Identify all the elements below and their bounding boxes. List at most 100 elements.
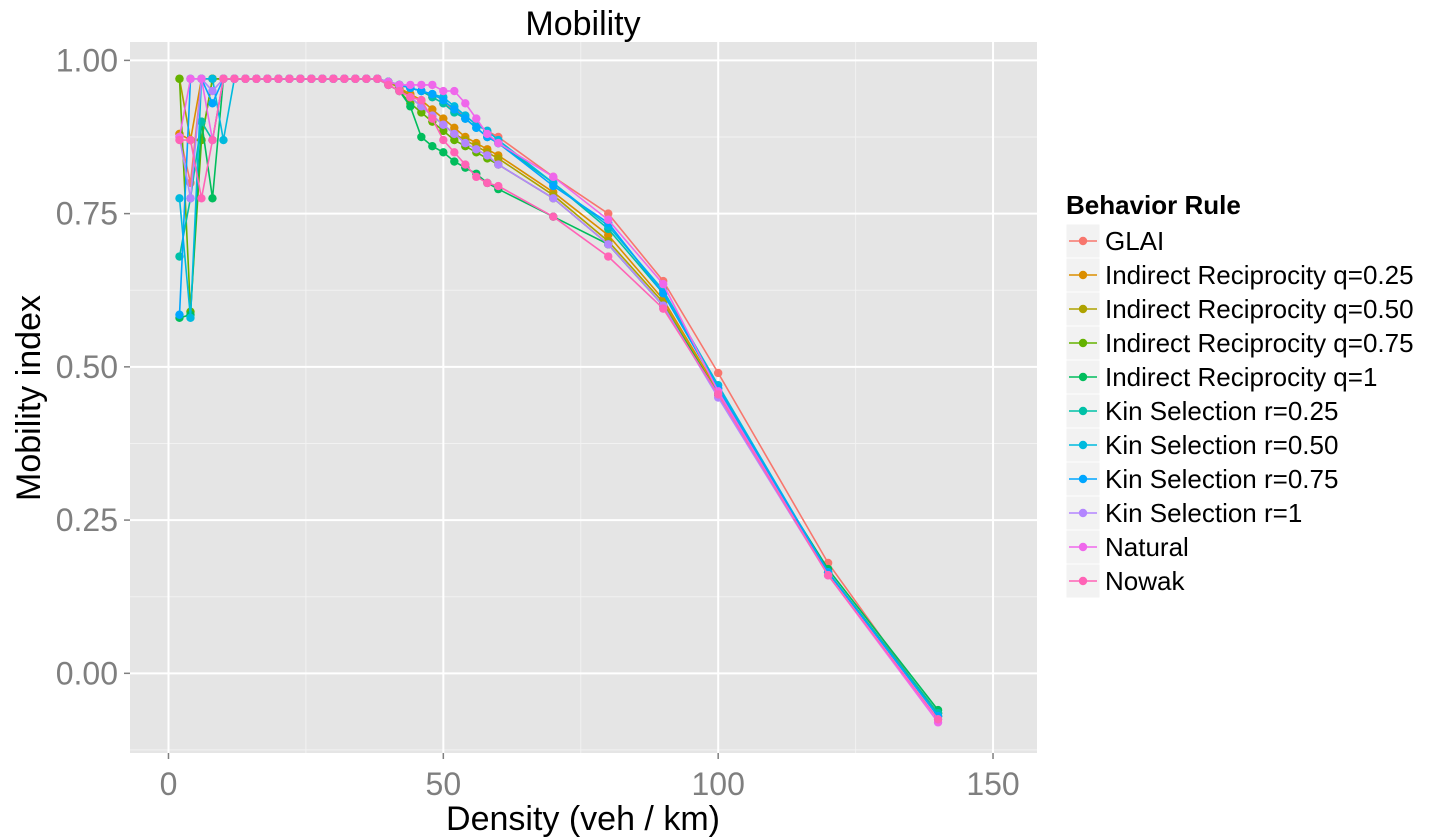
data-point [417, 86, 426, 96]
data-point [439, 114, 448, 123]
data-point [450, 123, 459, 133]
data-point [230, 74, 239, 83]
series-layer [175, 74, 943, 727]
data-point [461, 138, 470, 148]
data-point [549, 212, 558, 221]
legend-key-point [1078, 508, 1088, 518]
data-point [263, 74, 272, 83]
data-point [208, 86, 217, 96]
legend-title: Behavior Rule [1066, 190, 1241, 220]
data-point [208, 135, 217, 145]
legend-key-point [1078, 304, 1088, 314]
legend-key-point [1078, 270, 1088, 280]
data-point [428, 89, 437, 99]
legend-key-point [1078, 372, 1088, 382]
legend-key-point [1078, 338, 1088, 348]
y-tick-label: 0.00 [56, 655, 118, 691]
data-point [318, 74, 327, 83]
data-point [417, 80, 426, 90]
legend-key-point [1078, 542, 1088, 552]
legend-label: Kin Selection r=0.75 [1105, 464, 1338, 494]
data-point [439, 148, 448, 157]
legend-item: Kin Selection r=0.75 [1065, 461, 1338, 497]
legend-item: Natural [1065, 529, 1189, 565]
data-point [208, 74, 217, 83]
data-point [450, 105, 459, 114]
data-point [175, 74, 184, 83]
data-point [428, 105, 437, 114]
data-point [175, 194, 184, 203]
y-axis-label: Mobility index [10, 295, 48, 501]
data-point [417, 96, 426, 105]
data-point [439, 135, 448, 145]
data-point [439, 86, 448, 96]
x-tick-label: 150 [966, 766, 1019, 802]
legend-key-point [1078, 236, 1088, 246]
data-point [549, 194, 558, 203]
data-point [472, 114, 481, 123]
data-point [373, 74, 382, 83]
data-point [417, 132, 426, 142]
data-point [428, 80, 437, 90]
x-axis-ticks: 0 50 100 150 [160, 753, 1020, 802]
data-point [439, 126, 448, 136]
y-axis-ticks: 0.00 0.25 0.50 0.75 1.00 [56, 42, 130, 691]
legend-item: Kin Selection r=0.25 [1065, 393, 1338, 429]
legend-item: Nowak [1065, 563, 1185, 599]
data-point [285, 74, 294, 83]
legend-item: Indirect Reciprocity q=0.50 [1065, 291, 1414, 327]
x-tick-label: 0 [160, 766, 178, 802]
data-point [450, 157, 459, 166]
data-point [340, 74, 349, 83]
data-point [362, 74, 371, 83]
data-point [406, 102, 415, 111]
legend-label: Indirect Reciprocity q=0.75 [1105, 328, 1414, 358]
legend-key-point [1078, 440, 1088, 450]
data-point [175, 310, 184, 319]
data-point [549, 172, 558, 182]
data-point [219, 135, 228, 145]
data-point [604, 230, 613, 240]
data-point [483, 178, 492, 188]
legend-item: GLAI [1065, 223, 1164, 259]
grid-minor [130, 42, 1037, 753]
data-point [450, 86, 459, 96]
data-point [494, 181, 503, 191]
data-point [274, 74, 283, 83]
data-point [296, 74, 305, 83]
series-10 [175, 74, 943, 724]
data-point [494, 154, 503, 163]
legend-item: Kin Selection r=0.50 [1065, 427, 1338, 463]
data-point [186, 74, 195, 83]
legend-key-point [1078, 474, 1088, 484]
data-point [395, 80, 404, 90]
y-tick-label: 0.50 [56, 349, 118, 385]
data-point [439, 96, 448, 105]
y-tick-label: 0.75 [56, 196, 118, 232]
legend-label: Kin Selection r=0.25 [1105, 396, 1338, 426]
legend-key-point [1078, 406, 1088, 416]
data-point [450, 129, 459, 139]
data-point [406, 80, 415, 90]
legend-label: GLAI [1105, 226, 1164, 256]
data-point [197, 194, 206, 203]
data-point [461, 99, 470, 108]
data-point [208, 194, 217, 203]
data-point [713, 368, 723, 378]
data-point [604, 252, 613, 261]
data-point [252, 74, 261, 83]
data-point [384, 80, 393, 90]
grid-major [130, 42, 1037, 753]
legend-label: Indirect Reciprocity q=1 [1105, 362, 1377, 392]
data-point [604, 215, 613, 224]
data-point [439, 120, 448, 129]
data-point [450, 135, 459, 145]
legend-item: Indirect Reciprocity q=0.25 [1065, 257, 1414, 293]
legend-label: Natural [1105, 532, 1189, 562]
data-point [549, 181, 558, 191]
y-tick-label: 1.00 [56, 42, 118, 78]
data-point [461, 160, 470, 169]
plot-panel [130, 42, 1037, 753]
data-point [604, 209, 613, 218]
